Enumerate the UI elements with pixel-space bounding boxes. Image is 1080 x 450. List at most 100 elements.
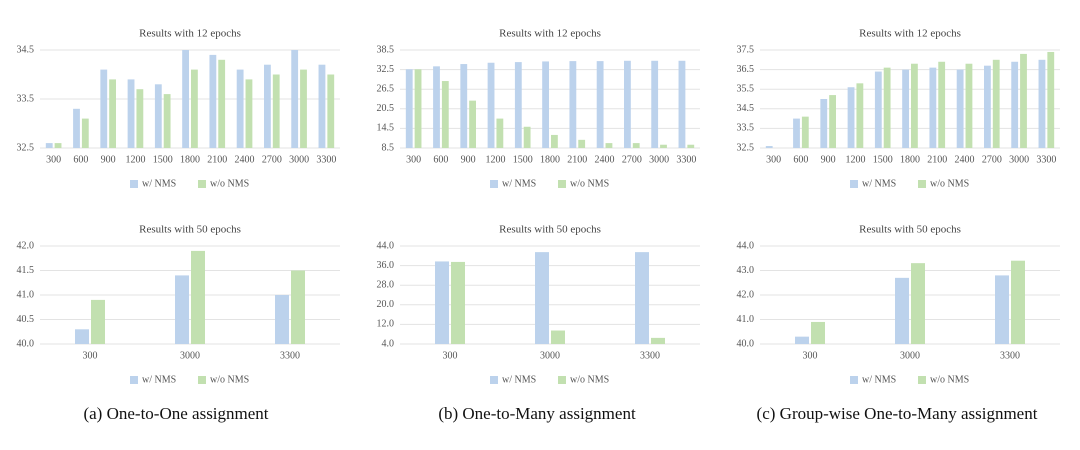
x-tick-label: 3000 [649, 154, 669, 165]
x-tick-label: 1500 [873, 154, 893, 165]
x-tick-label: 3300 [640, 350, 660, 361]
bar [100, 69, 108, 148]
bar [175, 275, 189, 344]
x-tick-label: 600 [73, 154, 88, 165]
bar [596, 61, 604, 148]
bar [245, 79, 253, 148]
y-tick-label: 36.5 [737, 64, 755, 75]
y-tick-label: 41.0 [17, 289, 35, 300]
x-tick-label: 300 [803, 350, 818, 361]
chart: Results with 12 epochs 32.5 33.5 34.5 300 600… [17, 28, 340, 189]
x-tick-label: 900 [461, 154, 476, 165]
y-tick-label: 38.5 [377, 44, 395, 55]
legend-label: w/ NMS [502, 178, 536, 189]
chart: Results with 50 epochs 40.0 40.5 41.0 41.5 42… [17, 224, 340, 385]
bar [793, 118, 800, 148]
y-tick-label: 32.5 [377, 64, 395, 75]
bar [1020, 53, 1027, 148]
bar [264, 64, 271, 148]
bar [632, 143, 640, 148]
y-tick-label: 12.0 [377, 319, 395, 330]
x-tick-label: 3300 [676, 154, 696, 165]
bar [1011, 61, 1019, 149]
bar [1038, 59, 1046, 148]
x-tick-label: 2700 [262, 154, 282, 165]
x-tick-label: 3300 [1000, 350, 1020, 361]
x-tick-label: 3300 [1036, 154, 1056, 165]
bar [300, 69, 307, 148]
bar [856, 83, 864, 148]
legend-label: w/o NMS [930, 178, 969, 189]
legend-label: w/o NMS [570, 374, 609, 385]
bar [405, 69, 413, 148]
bar [236, 69, 244, 148]
legend-label: w/o NMS [930, 374, 969, 385]
bar [91, 299, 105, 344]
bar [45, 143, 53, 148]
bar [660, 144, 667, 148]
bar [469, 100, 476, 148]
x-tick-label: 300 [406, 154, 421, 165]
x-tick-label: 2100 [567, 154, 587, 165]
bar [605, 143, 613, 148]
bar [687, 144, 695, 148]
x-tick-label: 900 [101, 154, 116, 165]
bar [435, 261, 449, 344]
bar [327, 74, 335, 148]
legend-label: w/ NMS [142, 178, 176, 189]
x-tick-label: 300 [443, 350, 458, 361]
bar [496, 118, 504, 148]
legend-swatch [558, 376, 566, 384]
x-tick-label: 300 [83, 350, 98, 361]
legend-label: w/ NMS [862, 374, 896, 385]
legend-swatch [558, 180, 566, 188]
x-tick-label: 300 [766, 154, 781, 165]
x-tick-label: 2700 [982, 154, 1002, 165]
y-tick-label: 43.0 [737, 265, 755, 276]
bar [127, 79, 135, 148]
bar [136, 89, 144, 148]
bar [995, 275, 1009, 344]
bar [811, 321, 825, 344]
bar [433, 66, 440, 148]
x-tick-label: 1200 [845, 154, 865, 165]
bar [829, 95, 836, 148]
bar [109, 79, 116, 148]
bar [847, 87, 855, 148]
bar [651, 60, 659, 148]
bar [874, 71, 882, 148]
legend-label: w/o NMS [570, 178, 609, 189]
y-tick-label: 20.0 [377, 299, 395, 310]
bar [451, 261, 465, 344]
bar [651, 337, 665, 344]
y-tick-label: 34.5 [737, 103, 755, 114]
bar [678, 60, 686, 148]
y-tick-label: 40.0 [737, 338, 755, 349]
x-tick-label: 600 [433, 154, 448, 165]
y-tick-label: 40.0 [17, 338, 35, 349]
x-tick-label: 2100 [927, 154, 947, 165]
bar [291, 270, 305, 344]
x-tick-label: 2100 [207, 154, 227, 165]
bar [487, 62, 495, 148]
bar [523, 126, 531, 148]
x-tick-label: 2400 [955, 154, 975, 165]
x-tick-label: 3000 [1009, 154, 1029, 165]
bar [535, 252, 549, 344]
bar [182, 50, 189, 148]
y-tick-label: 32.5 [17, 142, 35, 153]
bar [275, 295, 289, 344]
x-tick-label: 3300 [316, 154, 336, 165]
legend-swatch [490, 180, 498, 188]
bar [542, 61, 549, 148]
bar [291, 50, 299, 148]
legend-label: w/ NMS [502, 374, 536, 385]
chart-title: Results with 50 epochs [859, 224, 961, 236]
bar [635, 252, 649, 344]
legend-swatch [198, 376, 206, 384]
bar [578, 139, 586, 148]
y-tick-label: 37.5 [737, 44, 755, 55]
x-tick-label: 1800 [180, 154, 200, 165]
legend-label: w/o NMS [210, 178, 249, 189]
